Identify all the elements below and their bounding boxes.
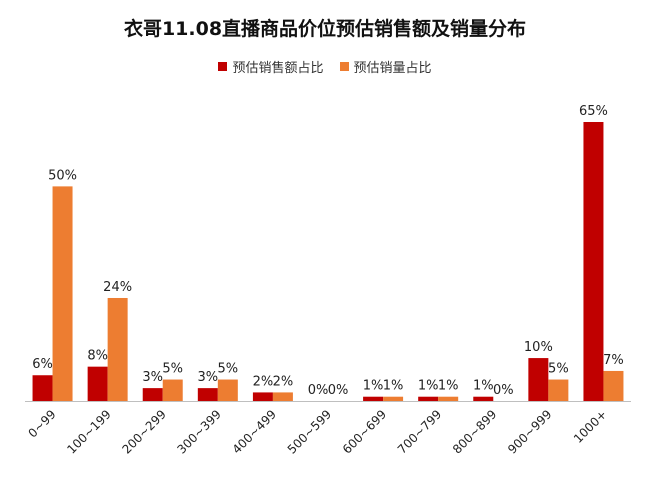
data-label-sales-8: 1%: [473, 379, 494, 394]
bar-volume-2: [162, 379, 183, 401]
bar-volume-10: [603, 370, 624, 401]
x-tick-label-4: 400~499: [230, 407, 279, 456]
data-label-volume-9: 5%: [548, 362, 569, 377]
bar-volume-1: [107, 297, 128, 401]
bar-sales-6: [363, 396, 384, 401]
legend-label-volume: 预估销量占比: [353, 61, 432, 76]
data-label-volume-5: 0%: [328, 383, 349, 398]
x-tick-label-0: 0~99: [25, 407, 58, 440]
data-label-volume-0: 50%: [48, 168, 77, 183]
x-tick-label-8: 800~899: [450, 407, 499, 456]
x-tick-label-1: 100~199: [64, 407, 113, 456]
data-label-sales-0: 6%: [32, 357, 53, 372]
legend-item-volume: 预估销量占比: [339, 57, 432, 76]
bar-volume-4: [272, 392, 293, 401]
data-label-volume-8: 0%: [493, 383, 514, 398]
bar-volume-6: [383, 396, 404, 401]
data-label-sales-10: 65%: [579, 104, 608, 119]
legend-label-sales: 预估销售额占比: [232, 61, 324, 76]
bar-sales-3: [197, 388, 218, 401]
data-label-volume-3: 5%: [218, 362, 239, 377]
bar-sales-0: [32, 375, 53, 401]
bar-volume-0: [52, 186, 73, 401]
x-tick-label-6: 600~699: [340, 407, 389, 456]
x-tick-label-10: 1000+: [571, 407, 610, 446]
data-label-volume-10: 7%: [603, 353, 624, 368]
bar-volume-7: [438, 396, 459, 401]
data-label-volume-2: 5%: [162, 362, 183, 377]
legend: 预估销售额占比 预估销量占比: [0, 57, 650, 76]
bar-sales-1: [87, 366, 108, 401]
data-label-sales-6: 1%: [363, 379, 384, 394]
data-label-volume-1: 24%: [103, 280, 132, 295]
x-tick-label-5: 500~599: [285, 407, 334, 456]
chart-title: 衣哥11.08直播商品价位预估销售额及销量分布: [123, 18, 527, 40]
x-tick-label-7: 700~799: [395, 407, 444, 456]
data-label-sales-9: 10%: [524, 340, 553, 355]
data-label-sales-4: 2%: [253, 374, 274, 389]
bar-sales-10: [583, 122, 604, 401]
bar-sales-7: [418, 396, 439, 401]
bar-sales-4: [252, 392, 273, 401]
bar-sales-8: [473, 396, 494, 401]
legend-swatch-volume: [339, 62, 349, 71]
bar-sales-2: [142, 388, 163, 401]
data-label-sales-7: 1%: [418, 379, 439, 394]
data-label-volume-7: 1%: [438, 379, 459, 394]
legend-item-sales: 预估销售额占比: [218, 57, 324, 76]
x-tick-label-9: 900~999: [505, 407, 554, 456]
data-label-sales-2: 3%: [142, 370, 163, 385]
x-tick-label-3: 300~399: [175, 407, 224, 456]
x-tick-label-2: 200~299: [119, 407, 168, 456]
data-label-sales-5: 0%: [308, 383, 329, 398]
data-label-volume-6: 1%: [383, 379, 404, 394]
bar-volume-3: [217, 379, 238, 401]
bar-volume-9: [548, 379, 569, 401]
legend-swatch-sales: [218, 62, 228, 71]
data-label-volume-4: 2%: [273, 374, 294, 389]
data-label-sales-1: 8%: [87, 349, 108, 364]
bar-sales-9: [528, 358, 549, 401]
data-label-sales-3: 3%: [198, 370, 219, 385]
